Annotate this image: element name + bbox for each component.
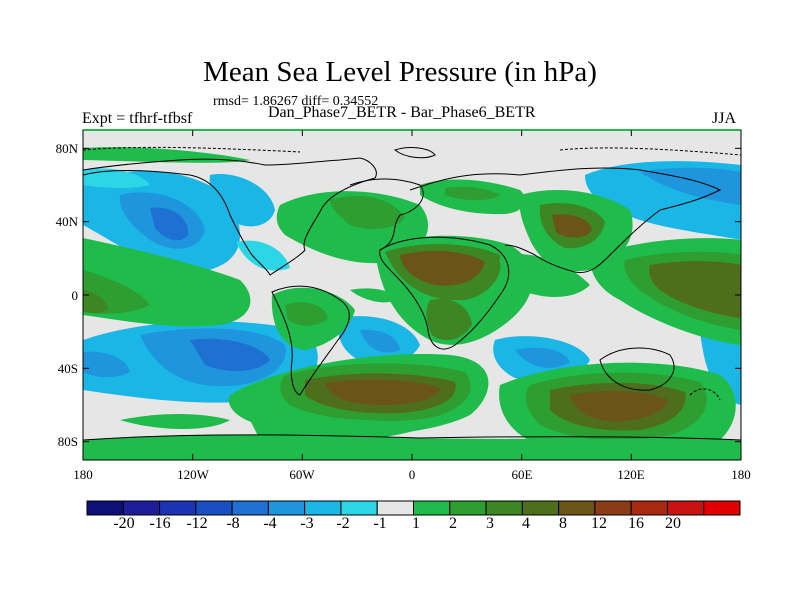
- colorbar-swatch: [449, 500, 487, 516]
- lakes-and-borders: [83, 146, 741, 401]
- colorbar-swatch: [86, 500, 124, 516]
- colorbar-label: 16: [628, 515, 644, 532]
- coastlines: [83, 147, 741, 441]
- colorbar-swatch: [485, 500, 523, 516]
- colorbar-swatch: [558, 500, 596, 516]
- colorbar-label: 3: [486, 515, 494, 532]
- y-tick-label: 40N: [55, 214, 78, 229]
- x-tick-label: 120E: [617, 467, 645, 482]
- colorbar-label: 12: [591, 515, 607, 532]
- colorbar-label: -2: [336, 515, 350, 532]
- colorbar-label: -12: [186, 515, 208, 532]
- colorbar-label: 4: [522, 515, 530, 532]
- colorbar-label: -20: [113, 515, 135, 532]
- season-label: JJA: [712, 110, 737, 127]
- x-tick-label: 0: [408, 467, 416, 482]
- colorbar-swatch: [159, 500, 197, 516]
- colorbar-label: -4: [263, 515, 277, 532]
- colorbar-swatch: [340, 500, 378, 516]
- colorbar-label: 2: [449, 515, 457, 532]
- colorbar-label: -3: [300, 515, 314, 532]
- colorbar-label: 1: [412, 515, 420, 532]
- colorbar-swatch: [413, 500, 451, 516]
- y-tick-label: 40S: [57, 361, 78, 376]
- x-tick-label: 60E: [511, 467, 533, 482]
- axis-ticks: [82, 130, 742, 460]
- colorbar-label: 20: [665, 515, 681, 532]
- x-tick-label: 180: [73, 467, 93, 482]
- comparison-label: Dan_Phase7_BETR - Bar_Phase6_BETR: [268, 104, 536, 121]
- x-tick-label: 180: [731, 467, 751, 482]
- colorbar-label: 8: [559, 515, 567, 532]
- colorbar-swatch: [195, 500, 233, 516]
- colorbar-label: -1: [373, 515, 387, 532]
- colorbar-swatch: [666, 500, 705, 516]
- colorbar-swatch: [267, 500, 306, 516]
- colorbar-swatch: [521, 500, 560, 516]
- colorbar-label: -8: [226, 515, 240, 532]
- map-field: [83, 130, 741, 460]
- colorbar-label: -16: [149, 515, 171, 532]
- y-tick-label: 80S: [57, 434, 78, 449]
- colorbar-swatch: [594, 500, 632, 516]
- colorbar-swatch: [630, 500, 668, 516]
- colorbar-swatch: [231, 500, 269, 516]
- x-tick-label: 60W: [289, 467, 315, 482]
- stats-line: rmsd= 1.86267 diff= 0.34552: [213, 94, 379, 109]
- y-tick-label: 0: [71, 288, 79, 303]
- colorbar-swatch: [376, 500, 414, 516]
- positive-anomaly-regions: [83, 147, 741, 460]
- experiment-label: Expt = tfhrf-tfbsf: [82, 110, 193, 127]
- colorbar-swatch: [304, 500, 342, 516]
- x-tick-label: 120W: [177, 467, 209, 482]
- y-tick-label: 80N: [55, 141, 78, 156]
- colorbar-swatch: [703, 500, 741, 516]
- colorbar-swatch: [122, 500, 161, 516]
- colorbar: [86, 500, 741, 516]
- plot-title: Mean Sea Level Pressure (in hPa): [203, 56, 597, 88]
